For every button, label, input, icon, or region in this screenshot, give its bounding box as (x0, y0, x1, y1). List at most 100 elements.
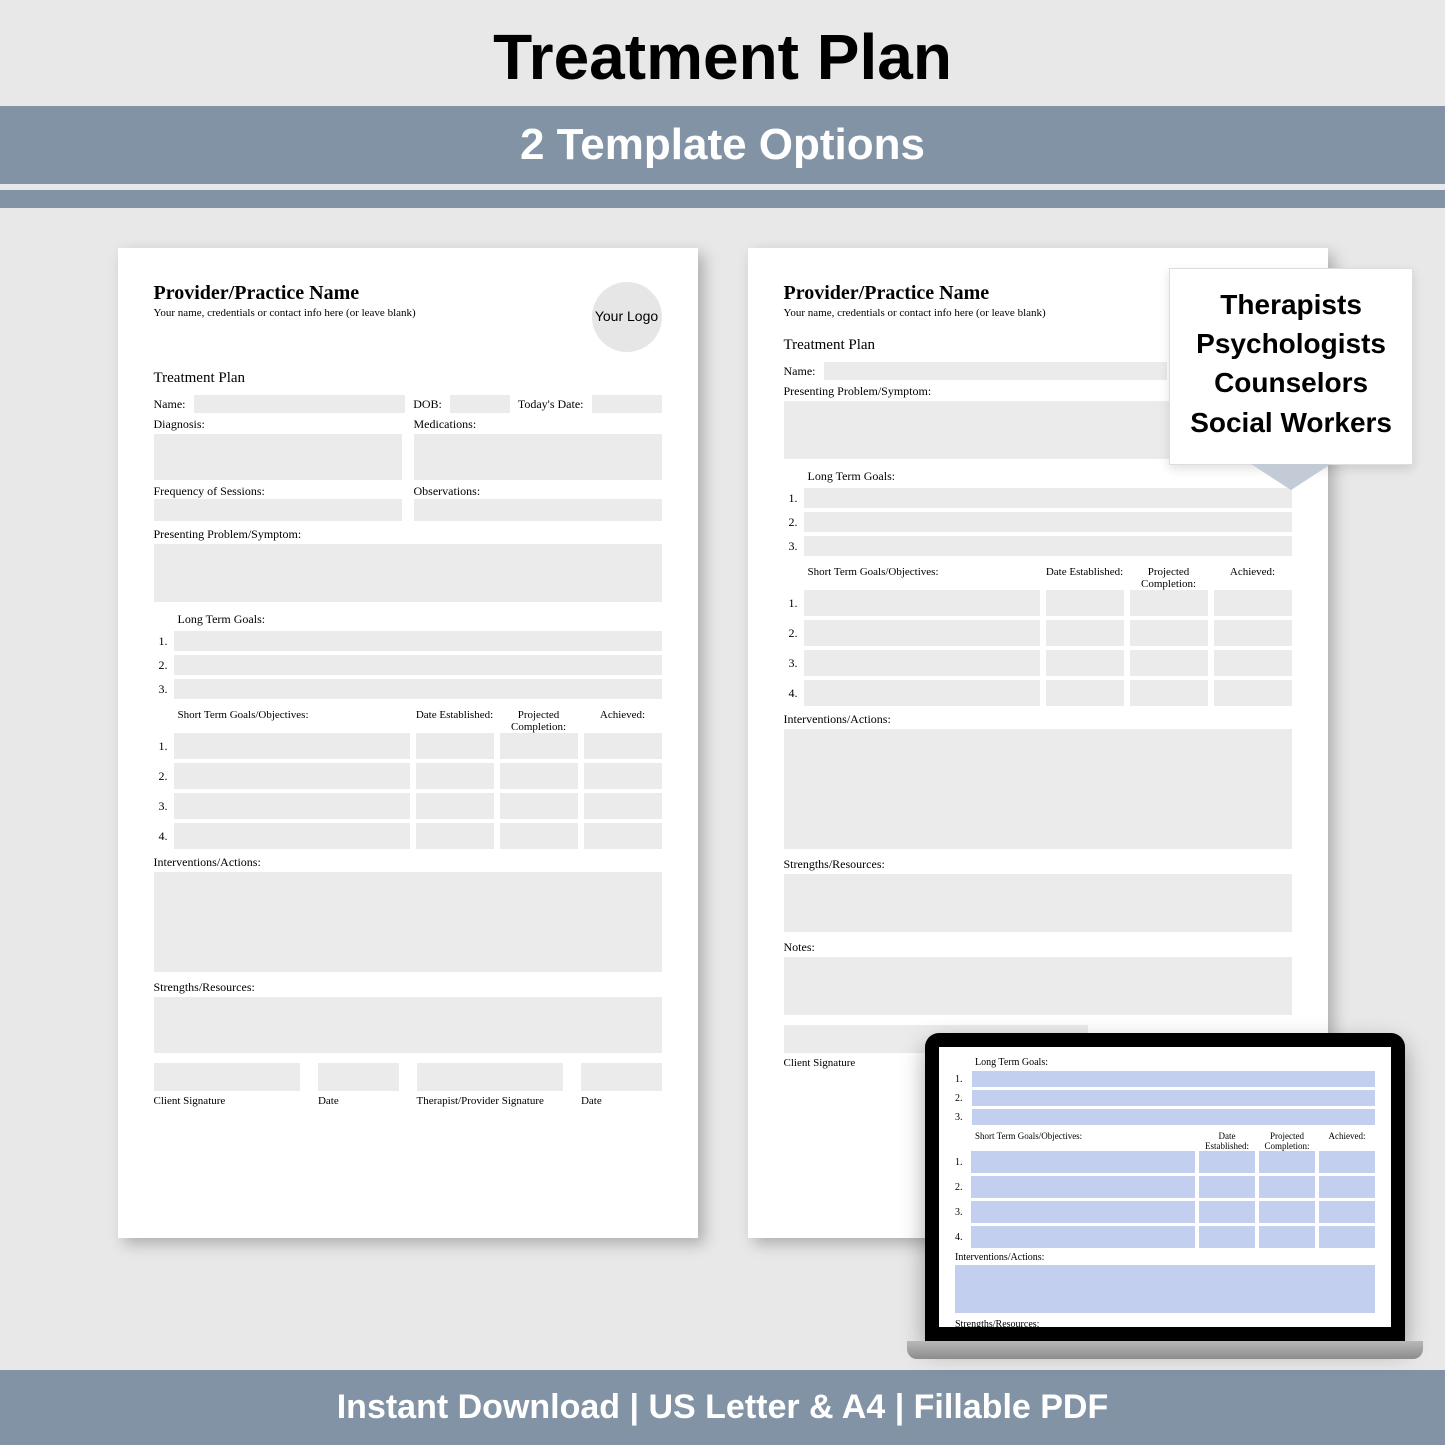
stg-proj-field[interactable] (1259, 1226, 1315, 1248)
stg-date-field[interactable] (1199, 1151, 1255, 1173)
observations-field[interactable] (414, 499, 662, 521)
date-field[interactable] (581, 1063, 662, 1091)
stg-date-field[interactable] (416, 823, 494, 849)
stg-field[interactable] (174, 793, 410, 819)
footer-banner: Instant Download | US Letter & A4 | Fill… (0, 1370, 1445, 1445)
strengths-label: Strengths/Resources: (154, 980, 662, 995)
frequency-field[interactable] (154, 499, 402, 521)
medications-field[interactable] (414, 434, 662, 480)
today-date-field[interactable] (592, 395, 662, 413)
ltg-field[interactable] (174, 655, 662, 675)
stg-ach-field[interactable] (1319, 1151, 1375, 1173)
notes-field[interactable] (784, 957, 1292, 1015)
list-number: 2. (154, 769, 168, 784)
stg-ach-field[interactable] (1214, 680, 1292, 706)
client-signature-field[interactable] (154, 1063, 300, 1091)
ltg-field[interactable] (972, 1071, 1375, 1087)
list-number: 4. (154, 829, 168, 844)
stg-ach-field[interactable] (1214, 650, 1292, 676)
stg-date-field[interactable] (1046, 620, 1124, 646)
stg-ach-field[interactable] (1319, 1201, 1375, 1223)
interventions-field[interactable] (154, 872, 662, 972)
stg-date-field[interactable] (1046, 680, 1124, 706)
section-title: Treatment Plan (154, 370, 662, 387)
list-number: 1. (955, 1074, 967, 1085)
name-field[interactable] (824, 362, 1167, 380)
achieved-header: Achieved: (1214, 566, 1292, 590)
stg-ach-field[interactable] (584, 823, 662, 849)
interventions-field[interactable] (955, 1265, 1375, 1313)
list-number: 4. (784, 686, 798, 701)
subtitle-banner: 2 Template Options (0, 106, 1445, 184)
ltg-field[interactable] (972, 1090, 1375, 1106)
stg-proj-field[interactable] (1130, 650, 1208, 676)
stg-field[interactable] (174, 823, 410, 849)
date-field[interactable] (318, 1063, 399, 1091)
therapist-signature-label: Therapist/Provider Signature (417, 1095, 563, 1107)
stg-field[interactable] (804, 650, 1040, 676)
stg-date-field[interactable] (1199, 1226, 1255, 1248)
stg-ach-field[interactable] (584, 763, 662, 789)
ltg-label: Long Term Goals: (178, 612, 662, 627)
stg-date-field[interactable] (1046, 590, 1124, 616)
stg-proj-field[interactable] (500, 793, 578, 819)
stg-proj-field[interactable] (1130, 590, 1208, 616)
stg-proj-field[interactable] (500, 733, 578, 759)
stg-date-field[interactable] (1199, 1176, 1255, 1198)
diagnosis-label: Diagnosis: (154, 417, 402, 432)
projected-completion-header: Projected Completion: (1259, 1131, 1315, 1151)
ltg-field[interactable] (804, 512, 1292, 532)
name-field[interactable] (194, 395, 406, 413)
today-label: Today's Date: (518, 397, 584, 412)
stg-proj-field[interactable] (500, 823, 578, 849)
stg-field[interactable] (174, 763, 410, 789)
stg-field[interactable] (804, 620, 1040, 646)
stg-proj-field[interactable] (1259, 1151, 1315, 1173)
stg-field[interactable] (971, 1226, 1195, 1248)
stg-proj-field[interactable] (1130, 680, 1208, 706)
stg-date-field[interactable] (1046, 650, 1124, 676)
stg-ach-field[interactable] (1214, 590, 1292, 616)
strengths-field[interactable] (154, 997, 662, 1053)
stg-label: Short Term Goals/Objectives: (975, 1131, 1195, 1151)
stg-proj-field[interactable] (500, 763, 578, 789)
interventions-label: Interventions/Actions: (154, 855, 662, 870)
presenting-field[interactable] (154, 544, 662, 602)
stg-proj-field[interactable] (1259, 1176, 1315, 1198)
stg-ach-field[interactable] (584, 793, 662, 819)
stg-ach-field[interactable] (1214, 620, 1292, 646)
stg-ach-field[interactable] (584, 733, 662, 759)
list-number: 1. (154, 739, 168, 754)
audience-line: Counselors (1190, 363, 1392, 402)
stg-date-field[interactable] (416, 733, 494, 759)
stg-field[interactable] (804, 590, 1040, 616)
projected-completion-header: Projected Completion: (1130, 566, 1208, 590)
stg-field[interactable] (971, 1176, 1195, 1198)
ltg-field[interactable] (804, 488, 1292, 508)
client-signature-label: Client Signature (154, 1095, 300, 1107)
page-title: Treatment Plan (0, 0, 1445, 106)
stg-date-field[interactable] (416, 763, 494, 789)
stg-proj-field[interactable] (1259, 1201, 1315, 1223)
interventions-field[interactable] (784, 729, 1292, 849)
ltg-field[interactable] (972, 1109, 1375, 1125)
stg-field[interactable] (804, 680, 1040, 706)
stg-field[interactable] (971, 1151, 1195, 1173)
stg-field[interactable] (971, 1201, 1195, 1223)
diagnosis-field[interactable] (154, 434, 402, 480)
dob-field[interactable] (450, 395, 510, 413)
stg-field[interactable] (174, 733, 410, 759)
stg-proj-field[interactable] (1130, 620, 1208, 646)
medications-label: Medications: (414, 417, 662, 432)
ltg-field[interactable] (174, 631, 662, 651)
therapist-signature-field[interactable] (417, 1063, 563, 1091)
stg-ach-field[interactable] (1319, 1176, 1375, 1198)
stg-date-field[interactable] (416, 793, 494, 819)
stg-ach-field[interactable] (1319, 1226, 1375, 1248)
strengths-field[interactable] (784, 874, 1292, 932)
ltg-field[interactable] (804, 536, 1292, 556)
date-established-header: Date Established: (1046, 566, 1124, 590)
ltg-field[interactable] (174, 679, 662, 699)
stg-date-field[interactable] (1199, 1201, 1255, 1223)
list-number: 2. (154, 658, 168, 673)
